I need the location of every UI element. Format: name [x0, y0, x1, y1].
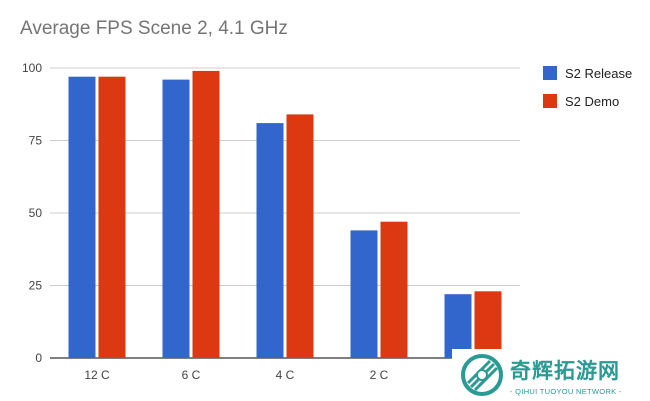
legend-item-s2-release[interactable]: S2 Release [543, 59, 632, 87]
x-axis-ticks: 12 C 6 C 4 C 2 C [84, 368, 388, 382]
legend: S2 Release S2 Demo [543, 59, 632, 115]
legend-swatch-s2-release [543, 66, 557, 80]
watermark: 奇辉拓游网 - QIHUI TUOYOU NETWORK - [452, 349, 650, 401]
watermark-name: 奇辉拓游网 [510, 358, 620, 383]
bar-s2-release[interactable] [444, 294, 472, 358]
bar-s2-demo[interactable] [192, 70, 220, 359]
chart-title: Average FPS Scene 2, 4.1 GHz [20, 18, 288, 39]
y-tick-label: 0 [35, 351, 42, 365]
bars [68, 70, 502, 359]
bar-s2-demo[interactable] [98, 76, 126, 358]
watermark-text: 奇辉拓游网 - QIHUI TUOYOU NETWORK - [510, 355, 622, 396]
x-tick-label: 12 C [84, 368, 110, 382]
y-axis-ticks: 0 25 50 75 100 [22, 61, 42, 365]
y-tick-label: 50 [29, 206, 43, 220]
legend-label-s2-demo: S2 Demo [565, 93, 620, 109]
watermark-subtitle: - QIHUI TUOYOU NETWORK - [510, 386, 622, 396]
legend-label-s2-release: S2 Release [565, 65, 633, 81]
bar-s2-release[interactable] [350, 230, 378, 358]
bar-s2-release[interactable] [162, 79, 190, 358]
y-tick-label: 75 [29, 134, 43, 148]
bar-s2-demo[interactable] [286, 114, 314, 359]
x-tick-label: 4 C [276, 368, 295, 382]
watermark-logo-icon [461, 354, 503, 396]
legend-swatch-s2-demo [543, 94, 557, 108]
y-tick-label: 100 [22, 61, 42, 75]
x-tick-label: 2 C [370, 368, 389, 382]
x-tick-label: 6 C [182, 368, 201, 382]
bar-s2-demo[interactable] [380, 221, 408, 358]
y-tick-label: 25 [29, 279, 43, 293]
bar-s2-release[interactable] [256, 123, 284, 358]
gridlines [50, 67, 520, 359]
bar-s2-release[interactable] [68, 76, 96, 358]
legend-item-s2-demo[interactable]: S2 Demo [543, 87, 632, 115]
bar-s2-demo[interactable] [474, 291, 502, 358]
